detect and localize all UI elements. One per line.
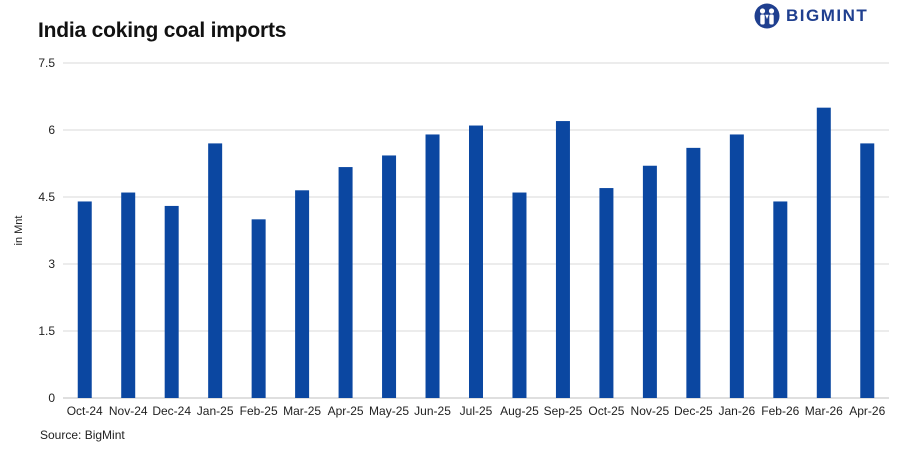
- x-axis-ticks: Oct-24 Nov-24 Dec-24 Jan-25 Feb-25 Mar-25 Apr-…: [67, 404, 886, 418]
- bars: [77, 107, 875, 399]
- bar: [555, 121, 570, 399]
- bar: [251, 219, 266, 398]
- x-tick-label: Mar-26: [805, 404, 843, 418]
- bar: [425, 134, 440, 398]
- y-tick-label: 0: [48, 391, 55, 405]
- y-tick-label: 6: [48, 123, 55, 137]
- bar: [295, 190, 310, 398]
- source-note: Source: BigMint: [40, 428, 125, 442]
- x-tick-label: Sep-25: [544, 404, 583, 418]
- x-tick-label: Jun-25: [414, 404, 451, 418]
- bar: [816, 107, 831, 399]
- x-tick-label: Apr-26: [849, 404, 885, 418]
- bar: [77, 201, 92, 398]
- bar: [338, 167, 353, 398]
- x-tick-label: Jan-25: [197, 404, 234, 418]
- x-tick-label: Nov-25: [631, 404, 670, 418]
- people-logo-icon: [754, 3, 780, 29]
- bar: [469, 125, 483, 399]
- bar: [164, 205, 179, 398]
- bar: [860, 143, 875, 398]
- x-tick-label: Nov-24: [109, 404, 148, 418]
- x-tick-label: Mar-25: [283, 404, 321, 418]
- x-tick-label: Aug-25: [500, 404, 539, 418]
- x-tick-label: Dec-25: [674, 404, 713, 418]
- chart-title: India coking coal imports: [38, 19, 287, 42]
- x-tick-label: Apr-25: [328, 404, 364, 418]
- x-tick-label: Jul-25: [460, 404, 493, 418]
- x-tick-label: May-25: [369, 404, 409, 418]
- y-axis-label: in Mnt: [13, 216, 25, 246]
- x-tick-label: Oct-24: [67, 404, 103, 418]
- bar: [512, 192, 527, 398]
- x-tick-label: Dec-24: [152, 404, 191, 418]
- bar: [642, 165, 657, 398]
- y-tick-label: 4.5: [38, 190, 55, 204]
- bar: [599, 188, 614, 398]
- y-axis-ticks: 0 1.5 3 4.5 6 7.5: [38, 56, 55, 405]
- x-tick-label: Jan-26: [718, 404, 755, 418]
- bar: [729, 134, 744, 398]
- bar: [686, 147, 701, 398]
- brand-name: BIGMINT: [786, 6, 869, 25]
- bar: [208, 143, 223, 398]
- bar: [773, 201, 788, 398]
- x-tick-label: Feb-25: [240, 404, 278, 418]
- bar: [382, 155, 397, 398]
- y-tick-label: 7.5: [38, 56, 55, 70]
- x-tick-label: Oct-25: [588, 404, 624, 418]
- y-tick-label: 1.5: [38, 324, 55, 338]
- x-tick-label: Feb-26: [761, 404, 799, 418]
- y-tick-label: 3: [48, 257, 55, 271]
- brand-logo: BIGMINT: [754, 2, 868, 30]
- bar: [121, 192, 136, 398]
